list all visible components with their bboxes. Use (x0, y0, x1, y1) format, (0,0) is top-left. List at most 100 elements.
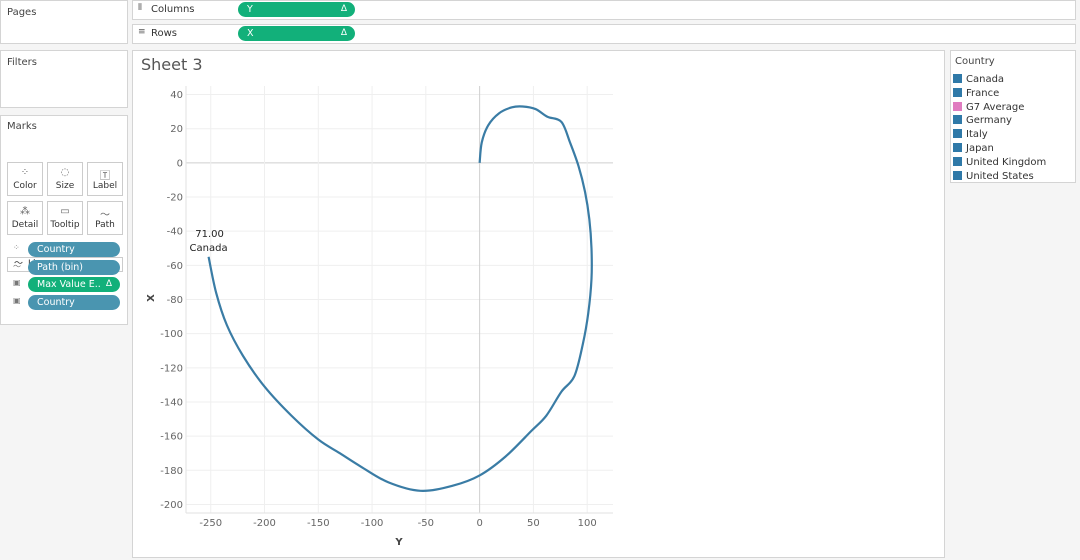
marks-button[interactable]: ▭ Tooltip (47, 201, 83, 235)
legend-label: France (966, 87, 1000, 99)
x-tick-label: 100 (578, 518, 597, 529)
button-icon: ⁘ (20, 167, 30, 178)
y-tick-label: -80 (167, 295, 183, 306)
button-icon: ◌ (60, 167, 70, 178)
x-tick-label: -200 (253, 518, 276, 529)
legend-label: Canada (966, 74, 1005, 85)
y-tick-label: -120 (160, 363, 183, 374)
filters-card: Filters (0, 50, 128, 108)
pill-icon: ⁘ (13, 243, 20, 252)
button-label: Path (95, 220, 115, 230)
pill-text: Y (247, 4, 253, 15)
line-icon: 〜 (14, 259, 24, 269)
pages-card: Pages (0, 0, 128, 44)
legend-label: G7 Average (966, 101, 1025, 113)
legend-item[interactable]: Italy (953, 129, 988, 141)
y-tick-label: -140 (160, 397, 183, 408)
x-tick-label: -250 (199, 518, 222, 529)
button-label: Color (13, 181, 37, 191)
filters-caption: Filters (7, 57, 37, 68)
legend-label: Italy (966, 129, 988, 141)
line-annotation: Canada (190, 243, 228, 254)
pill-icon: ▣ (13, 278, 21, 287)
legend-item[interactable]: G7 Average (953, 101, 1025, 114)
y-tick-label: -20 (167, 193, 183, 204)
pill-text: Path (bin) (37, 261, 83, 273)
shelf-label: Columns (151, 4, 195, 15)
x-tick-label: -100 (361, 518, 384, 529)
button-icon: ⁂ (20, 206, 30, 217)
button-label: Size (55, 181, 75, 191)
legend-title: Country (955, 56, 995, 67)
marks-button[interactable]: ⁂ Detail (7, 201, 43, 235)
marks-button[interactable]: 〜 Path (87, 201, 123, 235)
legend-swatch (953, 143, 962, 152)
legend-item[interactable]: United Kingdom (953, 156, 1047, 169)
line-annotation: 71.00 (195, 229, 224, 240)
pill-text: Country (37, 296, 75, 308)
legend-label: Japan (966, 143, 994, 154)
legend-item[interactable]: France (953, 87, 1000, 100)
y-tick-label: 40 (170, 90, 183, 101)
y-tick-label: -100 (160, 329, 183, 340)
marks-pill[interactable]: Country (28, 294, 120, 310)
pill-flag: Δ (340, 28, 347, 38)
marks-pill[interactable]: Path (bin) (28, 259, 120, 275)
button-icon: 🅃 (100, 171, 110, 182)
x-tick-label: 50 (527, 518, 540, 529)
y-tick-label: 20 (170, 124, 183, 135)
legend-label: United States (966, 170, 1034, 182)
marks-button[interactable]: ⁘ Color (7, 162, 43, 196)
legend-item[interactable]: Canada (953, 74, 1004, 86)
marks-pill[interactable]: Max Value E.. Δ (28, 277, 120, 292)
y-tick-label: -160 (160, 432, 183, 443)
pages-caption: Pages (7, 7, 37, 18)
x-axis-title: Y (394, 537, 403, 548)
y-axis-title: X (146, 294, 157, 302)
pill-text: Max Value E.. (37, 279, 101, 290)
legend-swatch (953, 129, 962, 139)
y-tick-label: 0 (177, 158, 183, 169)
legend-label: United Kingdom (966, 156, 1047, 168)
marks-card: Marks Line▾〜⁘Color◌Size🅃Label⁂Detail▭Too… (0, 115, 128, 325)
button-icon: 〜 (100, 210, 110, 221)
legend-swatch (953, 87, 962, 97)
x-tick-label: -150 (307, 518, 330, 529)
legend-swatch (953, 101, 962, 111)
x-tick-label: -50 (418, 518, 434, 529)
button-label: Detail (11, 220, 39, 230)
marks-pill[interactable]: Country (28, 242, 120, 257)
legend-item[interactable]: Germany (953, 115, 1012, 127)
pill-icon: 〜 (13, 261, 21, 271)
y-tick-label: -60 (167, 261, 183, 272)
marks-button[interactable]: ◌ Size (47, 162, 83, 196)
sheet: Sheet 3 40 20 0 -20 -40 -60 -80 -100 -120 -140 -16… (132, 50, 945, 558)
legend-swatch (953, 156, 962, 166)
legend-swatch (953, 115, 962, 125)
legend-item[interactable]: Japan (953, 143, 994, 155)
button-icon: ▭ (60, 206, 70, 217)
pill-text: X (247, 28, 254, 39)
legend-swatch (953, 170, 962, 180)
series-line (207, 105, 593, 492)
button-label: Tooltip (50, 220, 80, 230)
x-tick-label: 0 (476, 518, 482, 529)
shelf-label: Rows (151, 28, 178, 39)
marks-button[interactable]: 🅃 Label (87, 162, 123, 196)
legend-item[interactable]: United States (953, 170, 1034, 183)
sheet-title: Sheet 3 (141, 55, 203, 74)
legend-swatch (953, 74, 962, 83)
shelf: ⦀ Columns Y Δ (132, 0, 1076, 20)
y-tick-label: -200 (160, 500, 183, 511)
legend: Country Canada France G7 Average Germany Ita… (950, 50, 1076, 183)
legend-label: Germany (966, 115, 1012, 127)
button-label: Label (92, 181, 118, 191)
pill-text: Country (37, 244, 75, 255)
shelf-icon: ≡ (138, 27, 146, 37)
marks-caption: Marks (7, 121, 37, 132)
y-tick-label: -40 (167, 227, 183, 238)
shelf: ≡ Rows X Δ (132, 24, 1076, 44)
